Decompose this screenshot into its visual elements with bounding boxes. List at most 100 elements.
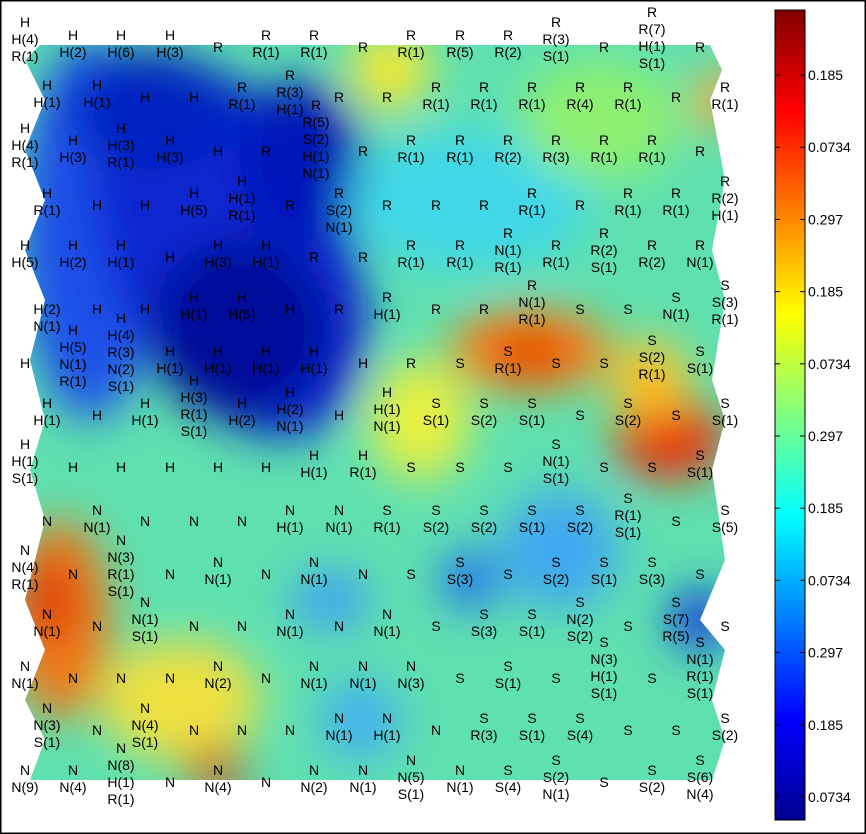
site-label: HH(2)N(1): [276, 384, 303, 434]
colorbar-tick-label: 0.0734: [808, 789, 851, 805]
site-text: R: [599, 225, 609, 241]
site-label: HH(1)S(1): [11, 436, 38, 486]
site-label: S: [599, 355, 608, 371]
site-label: H(2)N(1): [33, 301, 60, 334]
site-label: HH(1)R(1): [228, 173, 255, 223]
site-text: N(2): [107, 361, 134, 377]
site-text: R(1): [300, 44, 327, 60]
site-text: S: [575, 301, 584, 317]
site-text: H: [165, 459, 175, 475]
site-text: R(5): [662, 628, 689, 644]
site-text: S(1): [181, 423, 207, 439]
site-text: N: [92, 502, 102, 518]
site-text: N: [261, 670, 271, 686]
site-label: RN(1): [686, 237, 713, 270]
site-label: HH(1): [300, 447, 327, 480]
site-text: N: [285, 606, 295, 622]
site-label: S: [406, 566, 415, 582]
site-text: N(1): [518, 294, 545, 310]
site-text: N(1): [302, 165, 329, 181]
site-label: SN(1)S(1): [542, 436, 569, 486]
site-text: H: [20, 120, 30, 136]
site-text: S: [695, 752, 704, 768]
site-text: N: [42, 513, 52, 529]
site-text: H(1): [33, 94, 60, 110]
site-label: S: [575, 407, 584, 423]
site-label: HH(3): [156, 132, 183, 165]
site-text: H: [189, 289, 199, 305]
site-text: H: [285, 384, 295, 400]
site-text: H(1): [300, 464, 327, 480]
site-text: R: [261, 27, 271, 43]
site-text: H(1): [373, 401, 400, 417]
site-text: R(2): [711, 190, 738, 206]
site-text: N: [334, 502, 344, 518]
site-text: S: [527, 606, 536, 622]
site-text: R: [382, 289, 392, 305]
site-text: S(1): [495, 675, 521, 691]
site-label: H: [189, 89, 199, 105]
site-text: R: [334, 89, 344, 105]
site-text: S: [647, 332, 656, 348]
site-text: S: [623, 490, 632, 506]
site-label: H: [358, 355, 368, 371]
site-label: RN(1)R(1): [494, 225, 521, 275]
site-text: R: [309, 27, 319, 43]
site-text: N(1): [446, 779, 473, 795]
site-label: R: [261, 143, 271, 159]
site-text: R: [647, 4, 657, 20]
site-text: H: [165, 343, 175, 359]
site-label: SS(7)R(5): [662, 594, 689, 644]
site-text: H(1): [11, 453, 38, 469]
site-text: S: [720, 502, 729, 518]
site-text: H(3): [59, 149, 86, 165]
site-text: N(1): [276, 418, 303, 434]
site-label: R: [479, 301, 489, 317]
site-text: S: [575, 710, 584, 726]
site-text: N: [20, 658, 30, 674]
site-label: NN(3)S(1): [33, 700, 60, 750]
site-text: R: [431, 301, 441, 317]
site-text: R: [671, 185, 681, 201]
colorbar-tick-label: 0.185: [808, 67, 843, 83]
site-text: R(7): [638, 21, 665, 37]
site-text: R(1): [662, 202, 689, 218]
site-text: N(1): [662, 306, 689, 322]
site-text: S: [695, 447, 704, 463]
site-text: N: [42, 700, 52, 716]
site-text: N: [140, 594, 150, 610]
site-label: S: [455, 670, 464, 686]
site-text: H: [189, 372, 199, 388]
site-text: S(1): [543, 48, 569, 64]
site-label: RR(2): [494, 132, 521, 165]
site-text: R(2): [638, 254, 665, 270]
site-text: H(1): [131, 412, 158, 428]
site-label: H: [116, 459, 126, 475]
site-text: H: [68, 322, 78, 338]
site-label: N: [431, 722, 441, 738]
site-label: S: [720, 618, 729, 634]
site-label: HH(1): [252, 343, 279, 376]
site-text: S(2): [326, 202, 352, 218]
site-label: HH(5): [228, 289, 255, 322]
site-text: R(3): [542, 149, 569, 165]
site-label: RR(1): [397, 237, 424, 270]
site-text: N(1): [686, 651, 713, 667]
site-label: N: [92, 618, 102, 634]
colorbar-tick-label: 0.0734: [808, 139, 851, 155]
site-text: H: [20, 436, 30, 452]
site-text: H(1): [373, 727, 400, 743]
site-label: HH(5): [11, 237, 38, 270]
colorbar: [774, 9, 806, 821]
site-text: H(5): [180, 202, 207, 218]
site-text: N: [406, 658, 416, 674]
site-label: SN(2)S(2): [566, 594, 593, 644]
site-text: N(4): [131, 717, 158, 733]
site-text: H(4): [11, 31, 38, 47]
site-text: N: [20, 542, 30, 558]
site-label: SS(3): [447, 554, 473, 587]
site-label: SS(2): [471, 502, 497, 535]
site-text: H: [261, 459, 271, 475]
site-text: S(2): [543, 769, 569, 785]
